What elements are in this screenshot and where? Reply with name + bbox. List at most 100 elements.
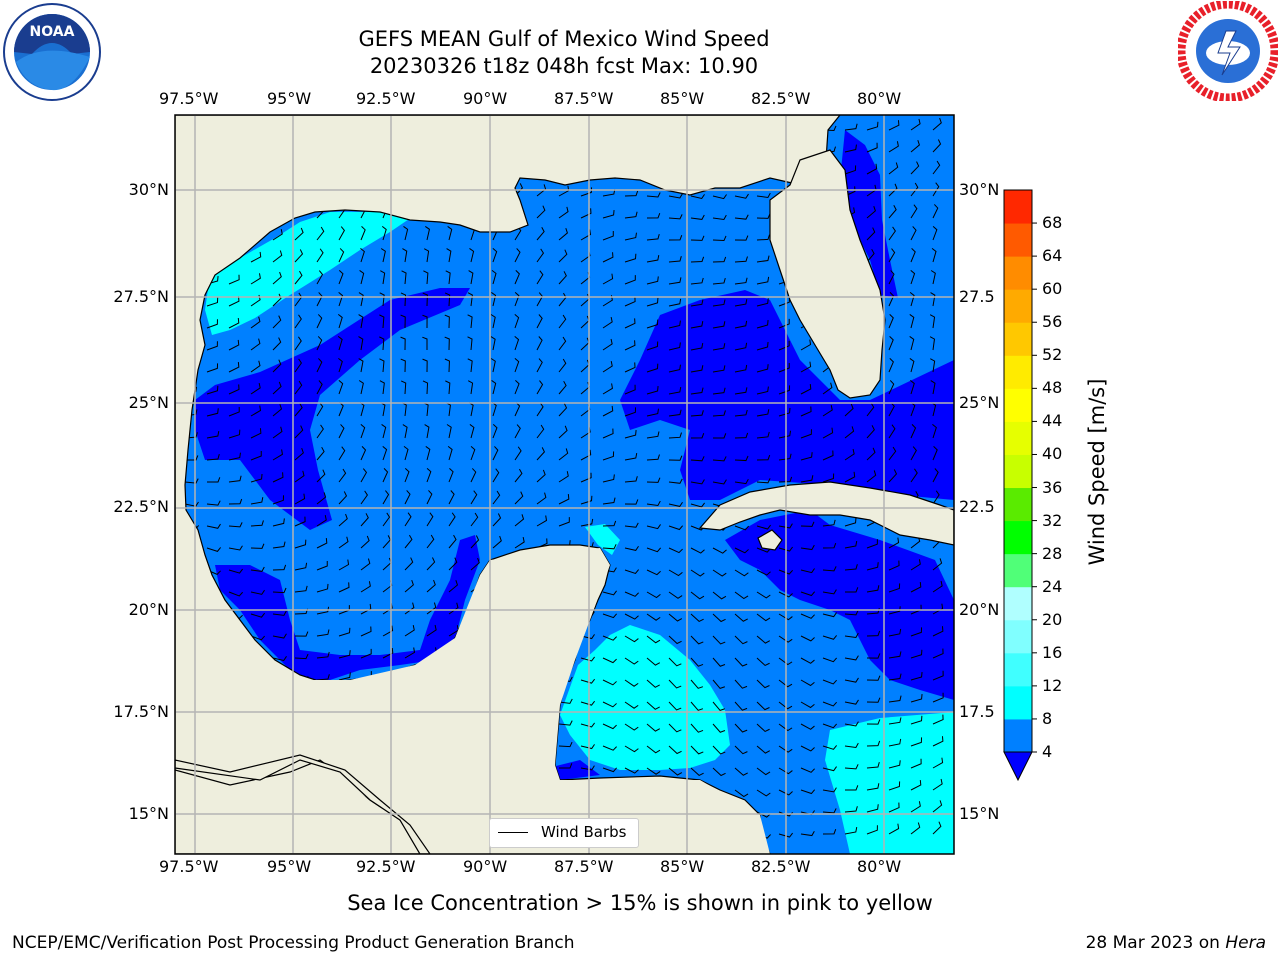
wind-barb	[888, 226, 896, 241]
lon-label-bottom: 95°W	[267, 857, 312, 876]
wind-barb	[866, 585, 880, 593]
wind-barb	[800, 613, 815, 619]
wind-barb	[646, 500, 661, 506]
lon-label-top: 92.5°W	[356, 89, 416, 108]
wind-barb	[602, 252, 614, 263]
wind-barb	[932, 139, 942, 153]
wind-barb	[272, 541, 286, 549]
wind-barb	[624, 190, 639, 197]
wind-barb	[778, 476, 793, 483]
wind-barb	[910, 182, 919, 197]
wind-barb	[272, 229, 283, 241]
wind-barb	[448, 490, 455, 505]
wind-barb	[422, 292, 428, 307]
wind-barb	[316, 358, 323, 373]
wind-barb	[360, 247, 365, 263]
wind-barb	[668, 342, 681, 351]
wind-barb	[756, 723, 770, 733]
wind-barb	[536, 424, 545, 439]
wind-barb	[250, 382, 261, 395]
wind-barb	[624, 767, 639, 774]
wind-barb	[734, 409, 748, 417]
lon-label-top: 97.5°W	[159, 89, 219, 108]
wind-barb	[294, 562, 308, 571]
wind-barb	[514, 313, 520, 329]
legend-line-swatch	[498, 832, 528, 833]
wind-barb	[866, 630, 881, 637]
wind-barb	[624, 275, 636, 285]
wind-barb	[910, 779, 922, 791]
wind-barb	[910, 118, 921, 131]
wind-barb	[250, 566, 265, 572]
wind-barb	[888, 162, 899, 175]
wind-barb	[602, 635, 617, 641]
wind-barb	[338, 468, 347, 483]
wind-barb	[910, 715, 923, 725]
wind-barb	[800, 745, 815, 752]
wind-barb	[580, 518, 594, 527]
wind-barb	[756, 613, 771, 622]
wind-barb	[910, 822, 921, 835]
gridlines	[175, 115, 954, 854]
wind-barb	[272, 633, 287, 639]
wind-barb	[316, 314, 323, 329]
wind-barb	[228, 475, 242, 483]
wind-barb	[690, 591, 705, 600]
wind-barb	[844, 123, 858, 131]
wind-barb	[404, 602, 415, 615]
wind-barb	[467, 292, 473, 307]
wind-barb	[778, 657, 793, 666]
wind-barb	[778, 340, 790, 351]
wind-barb	[316, 270, 324, 285]
wind-barb	[734, 569, 749, 577]
wind-barb	[800, 452, 813, 461]
wind-barb	[932, 468, 939, 483]
wind-barb	[558, 271, 567, 285]
wind-barb	[360, 226, 366, 241]
wind-barb	[250, 273, 261, 285]
wind-barb	[206, 319, 218, 329]
wind-barb	[558, 380, 567, 395]
wind-barb	[668, 767, 683, 776]
wind-barb	[734, 235, 749, 241]
wind-barb	[422, 314, 428, 329]
wind-barb	[272, 495, 285, 505]
wind-barb	[712, 767, 726, 777]
lon-label-top: 90°W	[463, 89, 508, 108]
wind-barb	[360, 558, 371, 571]
wind-barb	[668, 525, 684, 531]
wind-barb	[888, 760, 901, 769]
wind-barb	[423, 248, 430, 263]
colorbar-segment	[1004, 256, 1032, 290]
wind-barb	[778, 832, 793, 838]
wind-barb	[712, 456, 727, 462]
wind-barb	[888, 469, 898, 483]
wind-barb	[490, 314, 496, 329]
wind-barb	[844, 610, 859, 616]
colorbar-tick-label: 16	[1042, 642, 1063, 662]
wind-barb	[668, 723, 682, 733]
wind-barb	[734, 256, 748, 263]
wind-barb	[316, 469, 326, 483]
wind-barb	[602, 701, 617, 708]
wind-barb	[423, 270, 429, 285]
wind-barb	[250, 612, 266, 618]
wind-barb	[712, 591, 727, 600]
wind-barb	[690, 387, 704, 395]
wind-barb	[866, 804, 879, 813]
wind-barb	[624, 701, 639, 709]
wind-barb	[866, 825, 878, 835]
colorbar-tick-label: 64	[1042, 246, 1063, 266]
wind-barb	[734, 679, 748, 689]
wind-barb	[778, 523, 793, 529]
wind-barb	[422, 358, 428, 373]
wind-barb	[624, 476, 638, 483]
wind-barb	[467, 336, 473, 351]
wind-barb	[624, 657, 639, 665]
wind-barb	[866, 562, 879, 571]
wind-barb	[646, 591, 661, 599]
wind-barb	[272, 381, 282, 395]
wind-barb	[580, 472, 592, 483]
wind-barb	[690, 194, 705, 200]
wind-barb	[778, 569, 793, 575]
